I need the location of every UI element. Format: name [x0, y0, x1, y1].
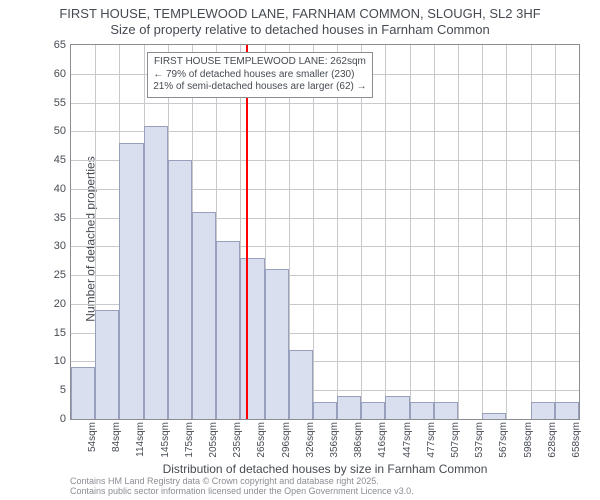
- gridline-v: [410, 45, 411, 419]
- histogram-bar: [385, 396, 409, 419]
- histogram-bar: [482, 413, 506, 419]
- footer-line2: Contains public sector information licen…: [70, 487, 580, 497]
- x-tick-label: 386sqm: [353, 422, 364, 458]
- x-tick-label: 175sqm: [184, 422, 195, 458]
- gridline-v: [313, 45, 314, 419]
- x-tick-label: 658sqm: [571, 422, 582, 458]
- x-tick-label: 356sqm: [329, 422, 340, 458]
- gridline-v: [458, 45, 459, 419]
- x-tick-label: 235sqm: [232, 422, 243, 458]
- annotation-line: 21% of semi-detached houses are larger (…: [153, 81, 366, 94]
- histogram-bar: [434, 402, 458, 419]
- gridline-h: [71, 103, 579, 104]
- x-tick-label: 205sqm: [208, 422, 219, 458]
- histogram-bar: [119, 143, 143, 419]
- y-tick-label: 60: [36, 68, 66, 80]
- y-tick-label: 40: [36, 183, 66, 195]
- title-line2: Size of property relative to detached ho…: [0, 22, 600, 38]
- y-tick-label: 35: [36, 212, 66, 224]
- gridline-v: [482, 45, 483, 419]
- annotation-line: FIRST HOUSE TEMPLEWOOD LANE: 262sqm: [153, 56, 366, 69]
- histogram-bar: [71, 367, 95, 419]
- x-tick-label: 296sqm: [281, 422, 292, 458]
- histogram-bar: [240, 258, 264, 419]
- x-tick-label: 326sqm: [305, 422, 316, 458]
- x-tick-label: 567sqm: [498, 422, 509, 458]
- histogram-bar: [192, 212, 216, 419]
- histogram-bar: [337, 396, 361, 419]
- histogram-bar: [144, 126, 168, 419]
- y-tick-label: 15: [36, 327, 66, 339]
- histogram-bar: [95, 310, 119, 419]
- gridline-v: [337, 45, 338, 419]
- title-block: FIRST HOUSE, TEMPLEWOOD LANE, FARNHAM CO…: [0, 0, 600, 37]
- histogram-bar: [531, 402, 555, 419]
- x-tick-label: 114sqm: [135, 422, 146, 457]
- histogram-bar: [168, 160, 192, 419]
- x-axis-label: Distribution of detached houses by size …: [70, 462, 580, 476]
- x-tick-label: 54sqm: [87, 422, 98, 452]
- x-tick-label: 265sqm: [256, 422, 267, 458]
- gridline-v: [531, 45, 532, 419]
- y-tick-label: 20: [36, 298, 66, 310]
- x-tick-label: 537sqm: [474, 422, 485, 458]
- y-tick-label: 65: [36, 39, 66, 51]
- annotation-box: FIRST HOUSE TEMPLEWOOD LANE: 262sqm← 79%…: [147, 52, 372, 98]
- histogram-bar: [216, 241, 240, 419]
- x-tick-label: 447sqm: [402, 422, 413, 458]
- x-tick-label: 477sqm: [426, 422, 437, 458]
- y-tick-label: 25: [36, 269, 66, 281]
- x-tick-label: 84sqm: [111, 422, 122, 452]
- histogram-bar: [555, 402, 579, 419]
- histogram-bar: [265, 269, 289, 419]
- marker-line: [246, 45, 248, 419]
- footer: Contains HM Land Registry data © Crown c…: [70, 477, 580, 497]
- y-tick-label: 50: [36, 125, 66, 137]
- gridline-v: [555, 45, 556, 419]
- gridline-v: [361, 45, 362, 419]
- histogram-bar: [289, 350, 313, 419]
- y-tick-label: 30: [36, 240, 66, 252]
- x-tick-label: 416sqm: [377, 422, 388, 458]
- plot-area: FIRST HOUSE TEMPLEWOOD LANE: 262sqm← 79%…: [70, 44, 580, 420]
- title-line1: FIRST HOUSE, TEMPLEWOOD LANE, FARNHAM CO…: [0, 6, 600, 22]
- gridline-v: [434, 45, 435, 419]
- x-tick-label: 507sqm: [450, 422, 461, 458]
- chart-container: FIRST HOUSE, TEMPLEWOOD LANE, FARNHAM CO…: [0, 0, 600, 500]
- x-tick-label: 628sqm: [547, 422, 558, 458]
- y-tick-label: 55: [36, 97, 66, 109]
- x-tick-label: 145sqm: [160, 422, 171, 458]
- annotation-line: ← 79% of detached houses are smaller (23…: [153, 69, 366, 82]
- histogram-bar: [410, 402, 434, 419]
- y-tick-label: 45: [36, 154, 66, 166]
- histogram-bar: [313, 402, 337, 419]
- y-tick-label: 5: [36, 384, 66, 396]
- gridline-v: [385, 45, 386, 419]
- x-tick-label: 598sqm: [523, 422, 534, 458]
- y-tick-label: 10: [36, 355, 66, 367]
- y-tick-label: 0: [36, 413, 66, 425]
- histogram-bar: [361, 402, 385, 419]
- gridline-v: [506, 45, 507, 419]
